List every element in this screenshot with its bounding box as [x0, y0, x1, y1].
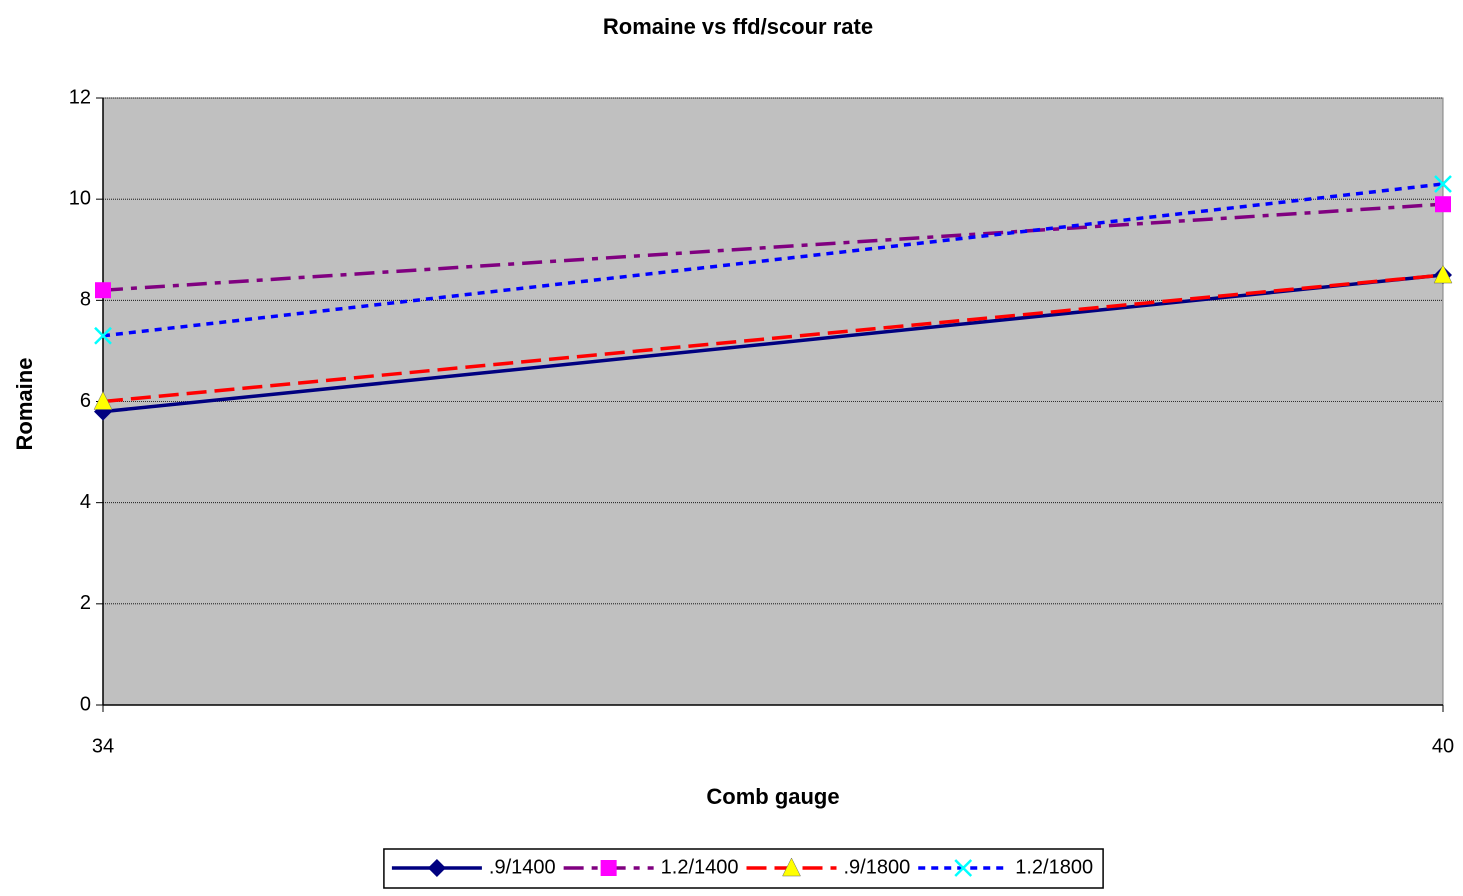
legend-box	[383, 848, 1104, 889]
marker	[600, 860, 617, 876]
y-tick-label: 6	[80, 390, 91, 412]
marker	[93, 390, 113, 410]
legend-item: 1.2/1800	[918, 856, 1093, 878]
y-tick-label: 12	[69, 86, 91, 108]
marker	[1433, 264, 1453, 284]
y-tick-label: 10	[69, 187, 91, 209]
chart-title: Romaine vs ffd/scour rate	[603, 14, 873, 39]
marker	[94, 326, 112, 345]
marker	[954, 859, 973, 877]
series-line	[102, 273, 1444, 404]
legend: .9/1400 1.2/1400 .9/1800 1.2/1800	[383, 848, 1104, 889]
marker	[1435, 196, 1451, 213]
x-tick-label: 34	[92, 735, 114, 757]
y-tick-label: 8	[80, 289, 91, 311]
x-axis-label: Comb gauge	[706, 784, 839, 809]
series-line	[102, 182, 1444, 338]
marker	[1434, 175, 1452, 193]
y-tick-label: 2	[80, 592, 91, 614]
legend-label: 1.2/1800	[1015, 856, 1093, 878]
legend-label: .9/1800	[844, 856, 911, 878]
marker	[782, 857, 801, 877]
marker	[95, 282, 111, 299]
legend-item: 1.2/1400	[563, 856, 739, 878]
legend-item: .9/1400	[391, 856, 556, 878]
legend-item: .9/1800	[746, 856, 911, 878]
y-tick-label: 4	[80, 491, 91, 513]
x-tick-label: 40	[1432, 735, 1454, 757]
legend-label: 1.2/1400	[661, 856, 739, 878]
y-axis-label: Romaine	[12, 358, 37, 451]
y-tick-label: 0	[80, 693, 91, 715]
series-line	[102, 202, 1444, 292]
legend-label: .9/1400	[489, 856, 556, 878]
marker	[427, 859, 446, 877]
